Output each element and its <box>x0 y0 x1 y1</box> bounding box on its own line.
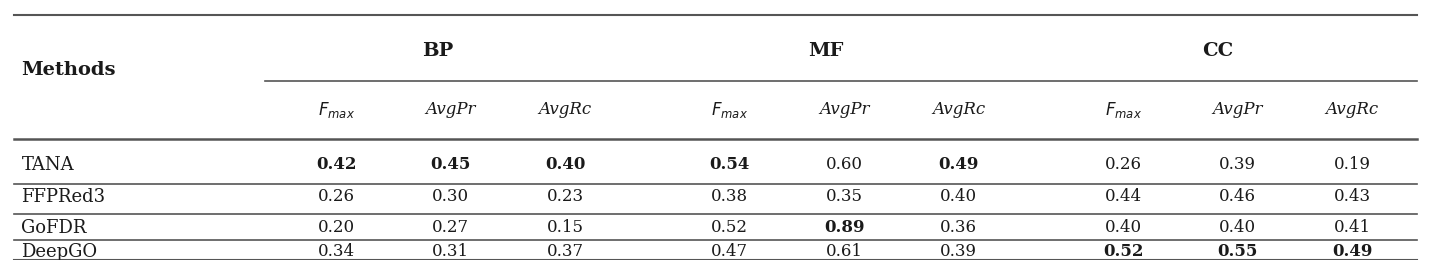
Text: 0.89: 0.89 <box>824 219 864 236</box>
Text: AvgPr: AvgPr <box>1212 101 1264 118</box>
Text: 0.61: 0.61 <box>826 243 863 260</box>
Text: 0.20: 0.20 <box>318 219 355 236</box>
Text: 0.37: 0.37 <box>547 243 584 260</box>
Text: AvgRc: AvgRc <box>538 101 592 118</box>
Text: 0.40: 0.40 <box>940 188 977 205</box>
Text: 0.49: 0.49 <box>1332 243 1372 260</box>
Text: 0.38: 0.38 <box>711 188 748 205</box>
Text: 0.60: 0.60 <box>826 156 863 173</box>
Text: 0.41: 0.41 <box>1334 219 1371 236</box>
Text: 0.40: 0.40 <box>1105 219 1142 236</box>
Text: Methods: Methods <box>21 61 116 79</box>
Text: 0.26: 0.26 <box>1105 156 1142 173</box>
Text: AvgRc: AvgRc <box>1325 101 1379 118</box>
Text: 0.36: 0.36 <box>940 219 977 236</box>
Text: $F_{max}$: $F_{max}$ <box>318 100 355 120</box>
Text: 0.42: 0.42 <box>316 156 356 173</box>
Text: MF: MF <box>809 42 844 60</box>
Text: AvgRc: AvgRc <box>932 101 986 118</box>
Text: 0.27: 0.27 <box>432 219 469 236</box>
Text: BP: BP <box>422 42 454 60</box>
Text: 0.52: 0.52 <box>711 219 748 236</box>
Text: 0.44: 0.44 <box>1105 188 1142 205</box>
Text: 0.45: 0.45 <box>431 156 471 173</box>
Text: TANA: TANA <box>21 156 74 174</box>
Text: 0.39: 0.39 <box>940 243 977 260</box>
Text: AvgPr: AvgPr <box>819 101 870 118</box>
Text: 0.54: 0.54 <box>710 156 750 173</box>
Text: 0.46: 0.46 <box>1219 188 1256 205</box>
Text: $F_{max}$: $F_{max}$ <box>711 100 748 120</box>
Text: 0.52: 0.52 <box>1103 243 1143 260</box>
Text: DeepGO: DeepGO <box>21 243 97 260</box>
Text: 0.15: 0.15 <box>547 219 584 236</box>
Text: 0.31: 0.31 <box>432 243 469 260</box>
Text: 0.39: 0.39 <box>1219 156 1256 173</box>
Text: 0.55: 0.55 <box>1218 243 1258 260</box>
Text: GoFDR: GoFDR <box>21 219 87 237</box>
Text: 0.26: 0.26 <box>318 188 355 205</box>
Text: 0.49: 0.49 <box>939 156 979 173</box>
Text: 0.35: 0.35 <box>826 188 863 205</box>
Text: FFPRed3: FFPRed3 <box>21 188 106 206</box>
Text: 0.47: 0.47 <box>711 243 748 260</box>
Text: AvgPr: AvgPr <box>425 101 477 118</box>
Text: 0.40: 0.40 <box>1219 219 1256 236</box>
Text: 0.40: 0.40 <box>545 156 585 173</box>
Text: 0.34: 0.34 <box>318 243 355 260</box>
Text: 0.30: 0.30 <box>432 188 469 205</box>
Text: 0.23: 0.23 <box>547 188 584 205</box>
Text: CC: CC <box>1202 42 1234 60</box>
Text: $F_{max}$: $F_{max}$ <box>1105 100 1142 120</box>
Text: 0.43: 0.43 <box>1334 188 1371 205</box>
Text: 0.19: 0.19 <box>1334 156 1371 173</box>
